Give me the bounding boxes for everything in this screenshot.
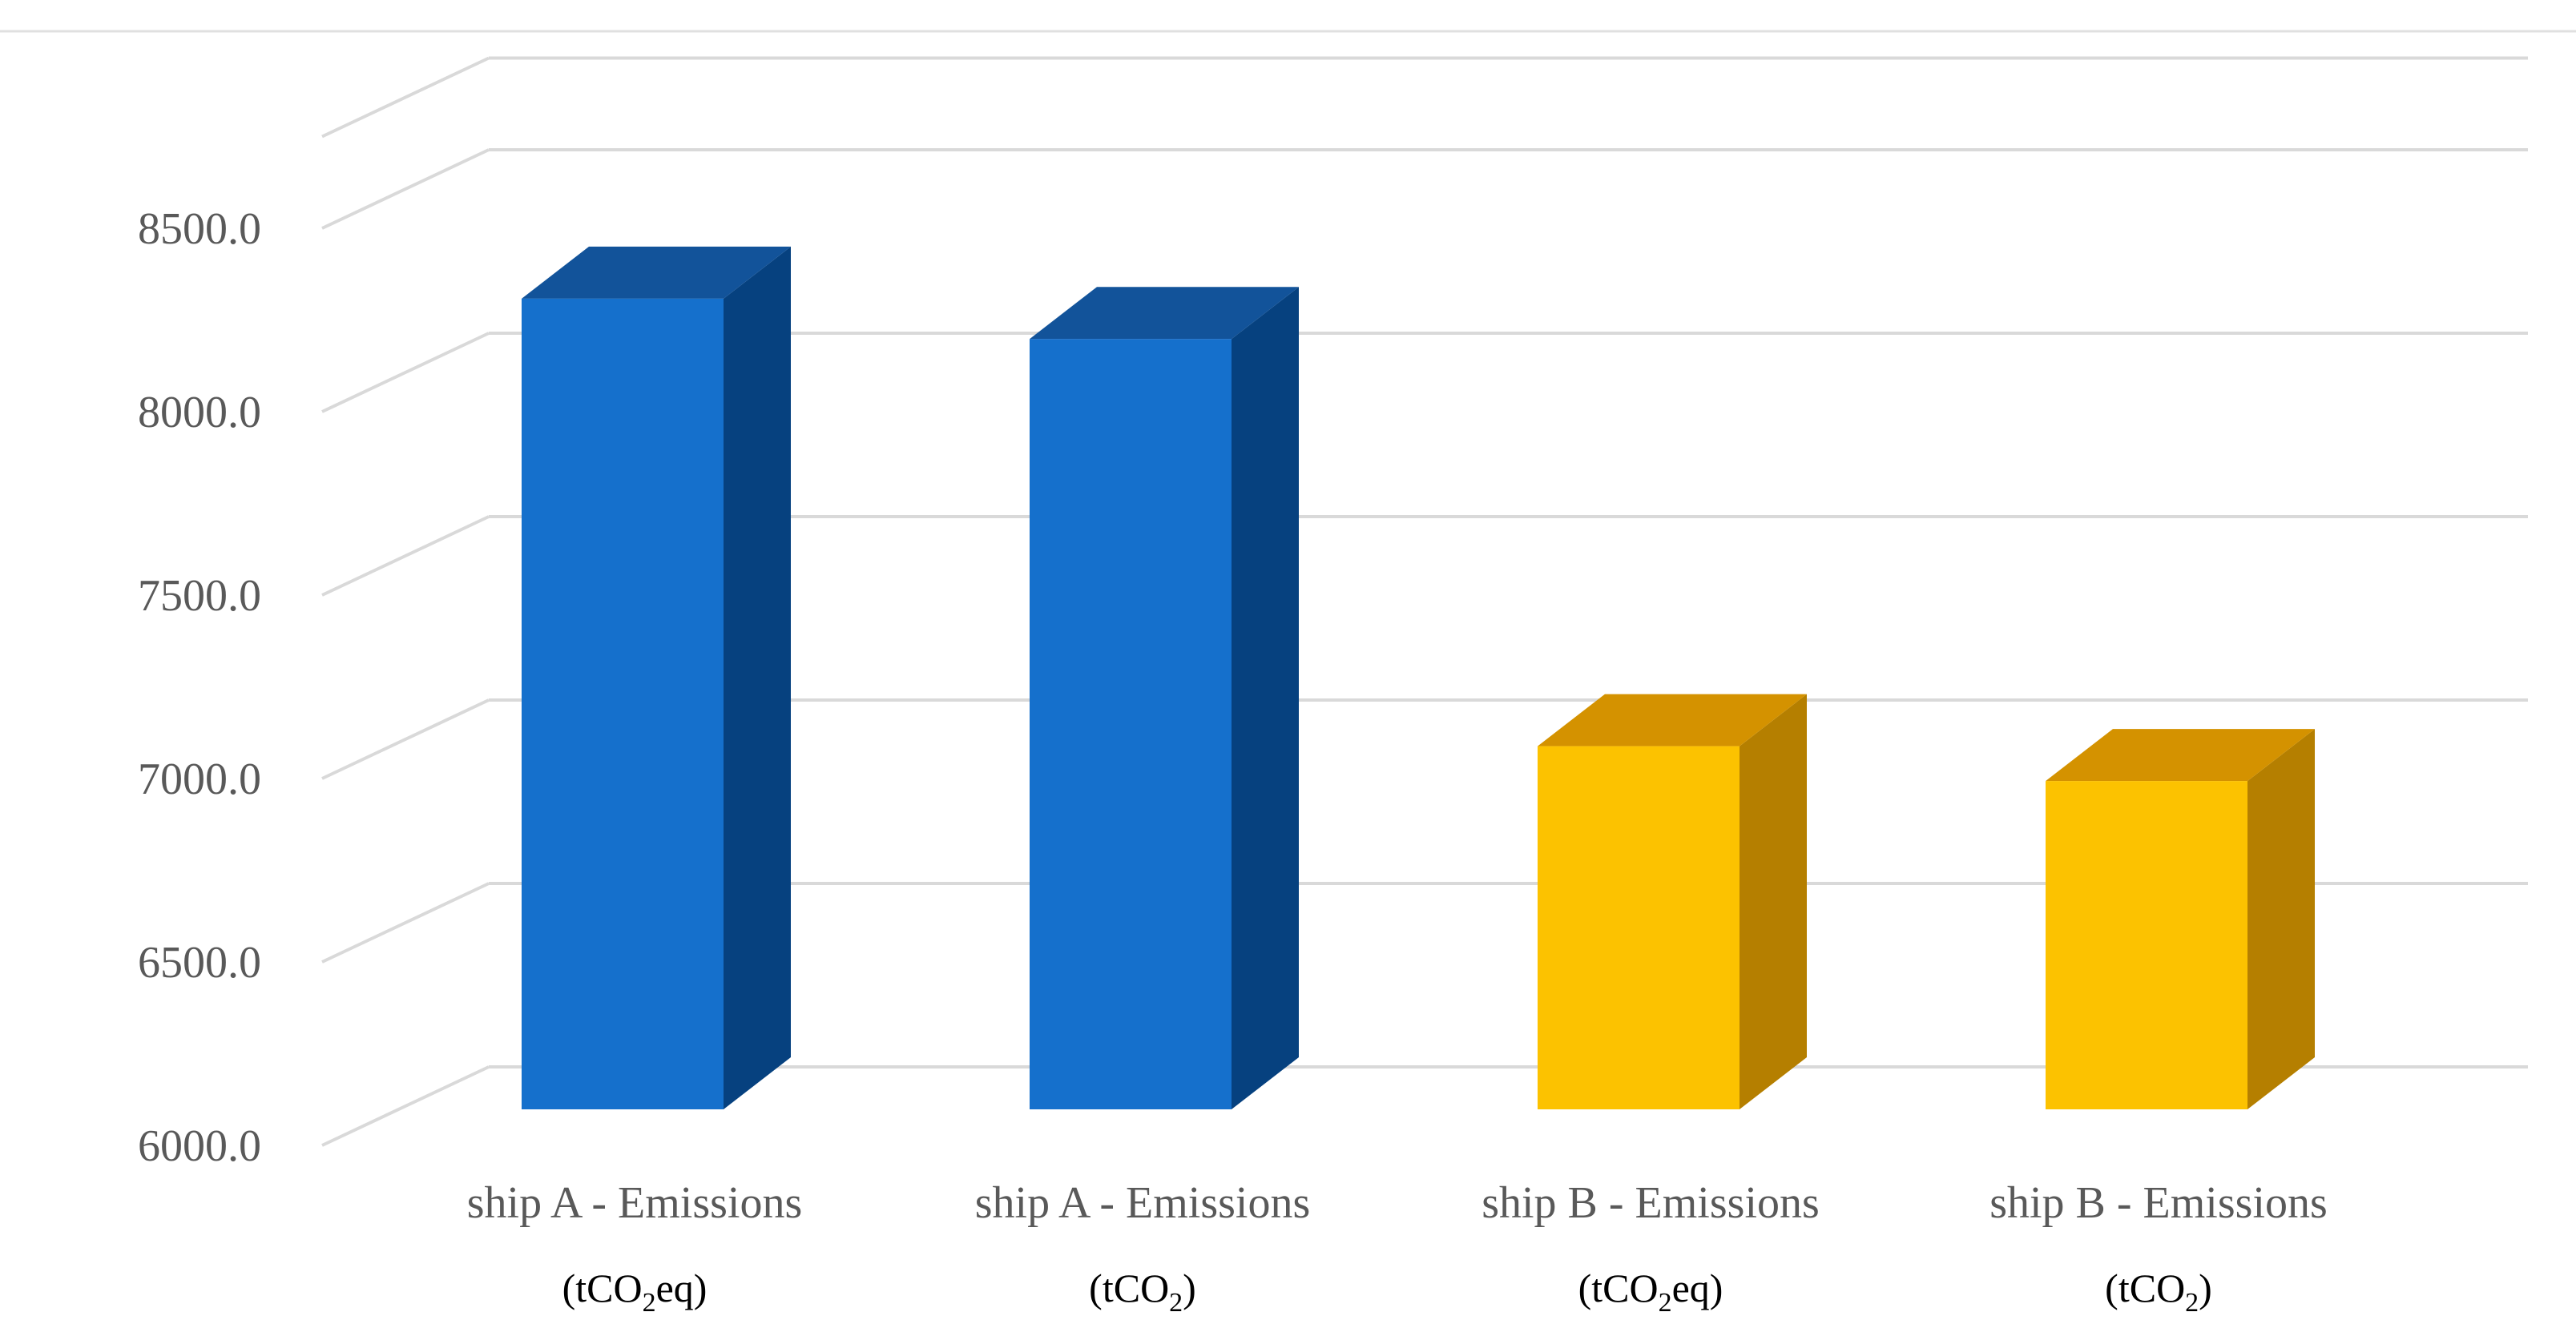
category-name: ship A - Emissions <box>975 1178 1311 1228</box>
bar-top-face <box>522 246 791 299</box>
bar-front-face <box>2046 781 2247 1109</box>
bar-side-face <box>724 246 791 1109</box>
y-tick-label: 8000.0 <box>138 388 261 437</box>
gridlines <box>321 56 2528 1147</box>
bar-top-face <box>2046 729 2315 782</box>
bar-side-face <box>2247 729 2315 1109</box>
bar-top-face <box>1538 694 1807 747</box>
gridline-diagonal <box>321 148 490 230</box>
gridline-diagonal <box>321 56 490 139</box>
category-unit: (tCO2) <box>2105 1266 2212 1318</box>
y-tick-label: 8500.0 <box>138 204 261 254</box>
y-tick-label: 6000.0 <box>138 1121 261 1171</box>
category-label-4: ship B - Emissions (tCO2) <box>1989 1178 2328 1318</box>
gridline-diagonal <box>321 698 490 780</box>
category-label-3: ship B - Emissions (tCO2eq) <box>1482 1178 1820 1318</box>
bar-2 <box>1030 287 1299 1110</box>
category-label-1: ship A - Emissions (tCO2eq) <box>467 1178 803 1318</box>
bars <box>522 246 2315 1110</box>
bar-3 <box>1538 694 1807 1109</box>
y-tick-label: 7000.0 <box>138 755 261 804</box>
gridline-diagonal <box>321 882 490 964</box>
category-unit: (tCO2eq) <box>562 1266 707 1318</box>
category-unit: (tCO2eq) <box>1578 1266 1723 1318</box>
bar-front-face <box>522 298 724 1109</box>
bar-front-face <box>1538 746 1740 1109</box>
bar-4 <box>2046 729 2315 1109</box>
category-name: ship A - Emissions <box>467 1178 803 1228</box>
category-name: ship B - Emissions <box>1989 1178 2328 1228</box>
y-axis-tick-labels: 6000.0 6500.0 7000.0 7500.0 8000.0 8500.0 <box>138 204 261 1171</box>
category-name: ship B - Emissions <box>1482 1178 1820 1228</box>
gridline-diagonal <box>321 1065 490 1147</box>
bar-side-face <box>1232 287 1299 1110</box>
gridline-diagonal <box>321 515 490 597</box>
category-label-2: ship A - Emissions (tCO2) <box>975 1178 1311 1318</box>
gridline-diagonal <box>321 332 490 413</box>
y-tick-label: 6500.0 <box>138 938 261 988</box>
bar-1 <box>522 246 791 1109</box>
category-unit: (tCO2) <box>1089 1266 1196 1318</box>
y-tick-label: 7500.0 <box>138 571 261 621</box>
bar-front-face <box>1030 339 1232 1109</box>
bar-side-face <box>1740 694 1807 1109</box>
bar-top-face <box>1030 287 1299 340</box>
x-axis-category-labels: ship A - Emissions(tCO2eq)ship A - Emiss… <box>467 1178 2328 1318</box>
